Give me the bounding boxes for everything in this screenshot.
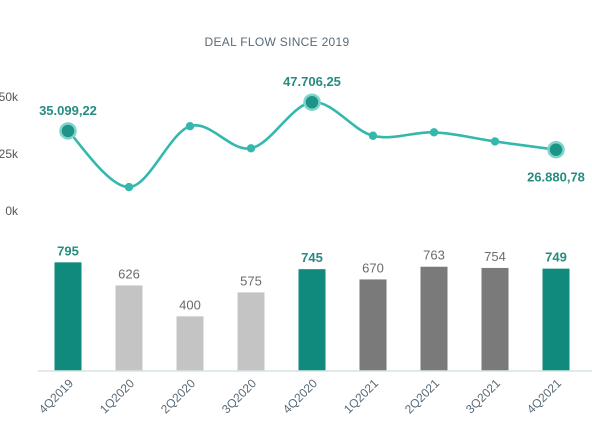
- bar-value-label: 795: [57, 243, 79, 258]
- bar-value-label: 575: [240, 273, 262, 288]
- deal-flow-line: [67, 100, 557, 189]
- line-point-label: 26.880,78: [527, 170, 585, 185]
- bar: [176, 316, 204, 371]
- line-point: [185, 121, 195, 131]
- line-point-label: 47.706,25: [283, 74, 341, 89]
- line-point-labels: 35.099,22 47.706,25 26.880,78: [39, 74, 585, 184]
- x-tick-label: 3Q2021: [463, 376, 503, 416]
- y-tick-label: 0k: [5, 204, 19, 218]
- line-point-highlight: [59, 122, 77, 140]
- bar: [542, 268, 570, 371]
- bar: [115, 285, 143, 371]
- y-tick-label: 50k: [0, 90, 19, 104]
- chart-title: DEAL FLOW SINCE 2019: [205, 35, 350, 49]
- line-point: [490, 137, 500, 146]
- y-tick-label: 25k: [0, 147, 19, 161]
- bar: [481, 267, 509, 371]
- bar: [359, 279, 387, 371]
- bars: [54, 262, 570, 371]
- bar-value-label: 745: [301, 250, 323, 265]
- x-tick-label: 2Q2020: [158, 376, 198, 416]
- bar-value-label: 749: [545, 250, 567, 265]
- line-point: [429, 128, 439, 137]
- bar: [298, 269, 326, 371]
- line-point-label: 35.099,22: [39, 103, 97, 118]
- line-point-highlight: [303, 93, 321, 111]
- x-tick-label: 3Q2020: [219, 376, 259, 416]
- bar: [237, 292, 265, 371]
- line-point: [124, 182, 134, 192]
- line-point: [246, 144, 256, 153]
- bar-value-label: 626: [118, 266, 140, 281]
- bar: [54, 262, 82, 371]
- x-tick-label: 1Q2020: [97, 376, 137, 416]
- line-point-highlight: [547, 140, 565, 159]
- x-axis-tick-labels: 4Q2019 1Q2020 2Q2020 3Q2020 4Q2020 1Q2021 2Q20…: [36, 376, 564, 416]
- bar-value-label: 670: [362, 260, 384, 275]
- bar-value-labels: 795 626 400 575 745 670 763 754 749: [57, 243, 567, 312]
- x-tick-label: 2Q2021: [402, 376, 442, 416]
- bar-value-label: 754: [484, 249, 506, 264]
- bar: [420, 266, 448, 371]
- bar-value-label: 400: [179, 297, 201, 312]
- line-point: [368, 131, 378, 140]
- y-axis-tick-labels: 50k 25k 0k: [0, 90, 19, 218]
- bar-value-label: 763: [423, 248, 445, 263]
- line-points: [59, 93, 565, 192]
- x-tick-label: 4Q2021: [524, 376, 564, 416]
- x-tick-label: 4Q2019: [36, 376, 76, 416]
- x-tick-label: 4Q2020: [280, 376, 320, 416]
- x-tick-label: 1Q2021: [341, 376, 381, 416]
